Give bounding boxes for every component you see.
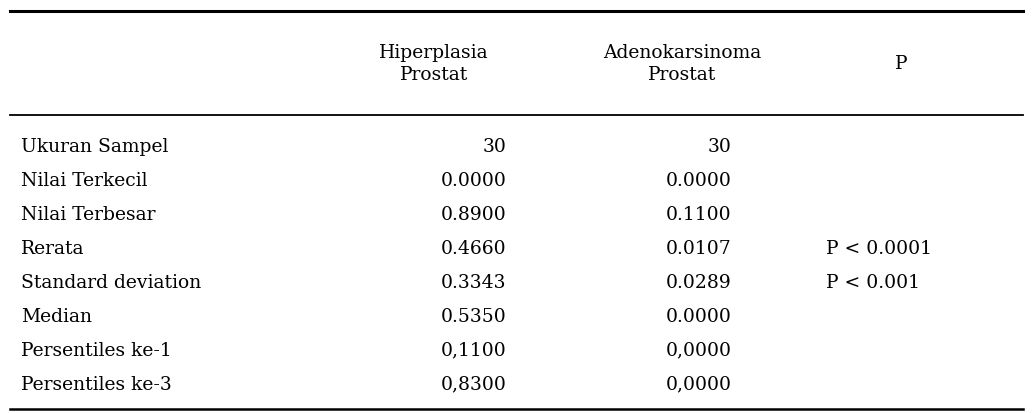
Text: Standard deviation: Standard deviation: [21, 273, 200, 291]
Text: P < 0.001: P < 0.001: [826, 273, 920, 291]
Text: Ukuran Sampel: Ukuran Sampel: [21, 138, 168, 156]
Text: 0.8900: 0.8900: [440, 205, 506, 223]
Text: 0.4660: 0.4660: [440, 239, 506, 257]
Text: 0.0000: 0.0000: [666, 171, 731, 190]
Text: P < 0.0001: P < 0.0001: [826, 239, 933, 257]
Text: 0.0289: 0.0289: [666, 273, 731, 291]
Text: 0.0107: 0.0107: [666, 239, 731, 257]
Text: 0.3343: 0.3343: [441, 273, 506, 291]
Text: 30: 30: [482, 138, 506, 156]
Text: 0.1100: 0.1100: [666, 205, 731, 223]
Text: Adenokarsinoma
Prostat: Adenokarsinoma Prostat: [602, 44, 761, 84]
Text: 0,8300: 0,8300: [440, 375, 506, 393]
Text: Median: Median: [21, 307, 92, 325]
Text: Rerata: Rerata: [21, 239, 84, 257]
Text: Nilai Terbesar: Nilai Terbesar: [21, 205, 155, 223]
Text: Nilai Terkecil: Nilai Terkecil: [21, 171, 147, 190]
Text: 0,1100: 0,1100: [440, 341, 506, 359]
Text: 0.0000: 0.0000: [666, 307, 731, 325]
Text: 30: 30: [708, 138, 731, 156]
Text: 0.5350: 0.5350: [440, 307, 506, 325]
Text: Persentiles ke-3: Persentiles ke-3: [21, 375, 171, 393]
Text: 0,0000: 0,0000: [666, 341, 731, 359]
Text: 0.0000: 0.0000: [440, 171, 506, 190]
Text: Hiperplasia
Prostat: Hiperplasia Prostat: [379, 44, 489, 84]
Text: P: P: [895, 55, 907, 73]
Text: 0,0000: 0,0000: [666, 375, 731, 393]
Text: Persentiles ke-1: Persentiles ke-1: [21, 341, 171, 359]
